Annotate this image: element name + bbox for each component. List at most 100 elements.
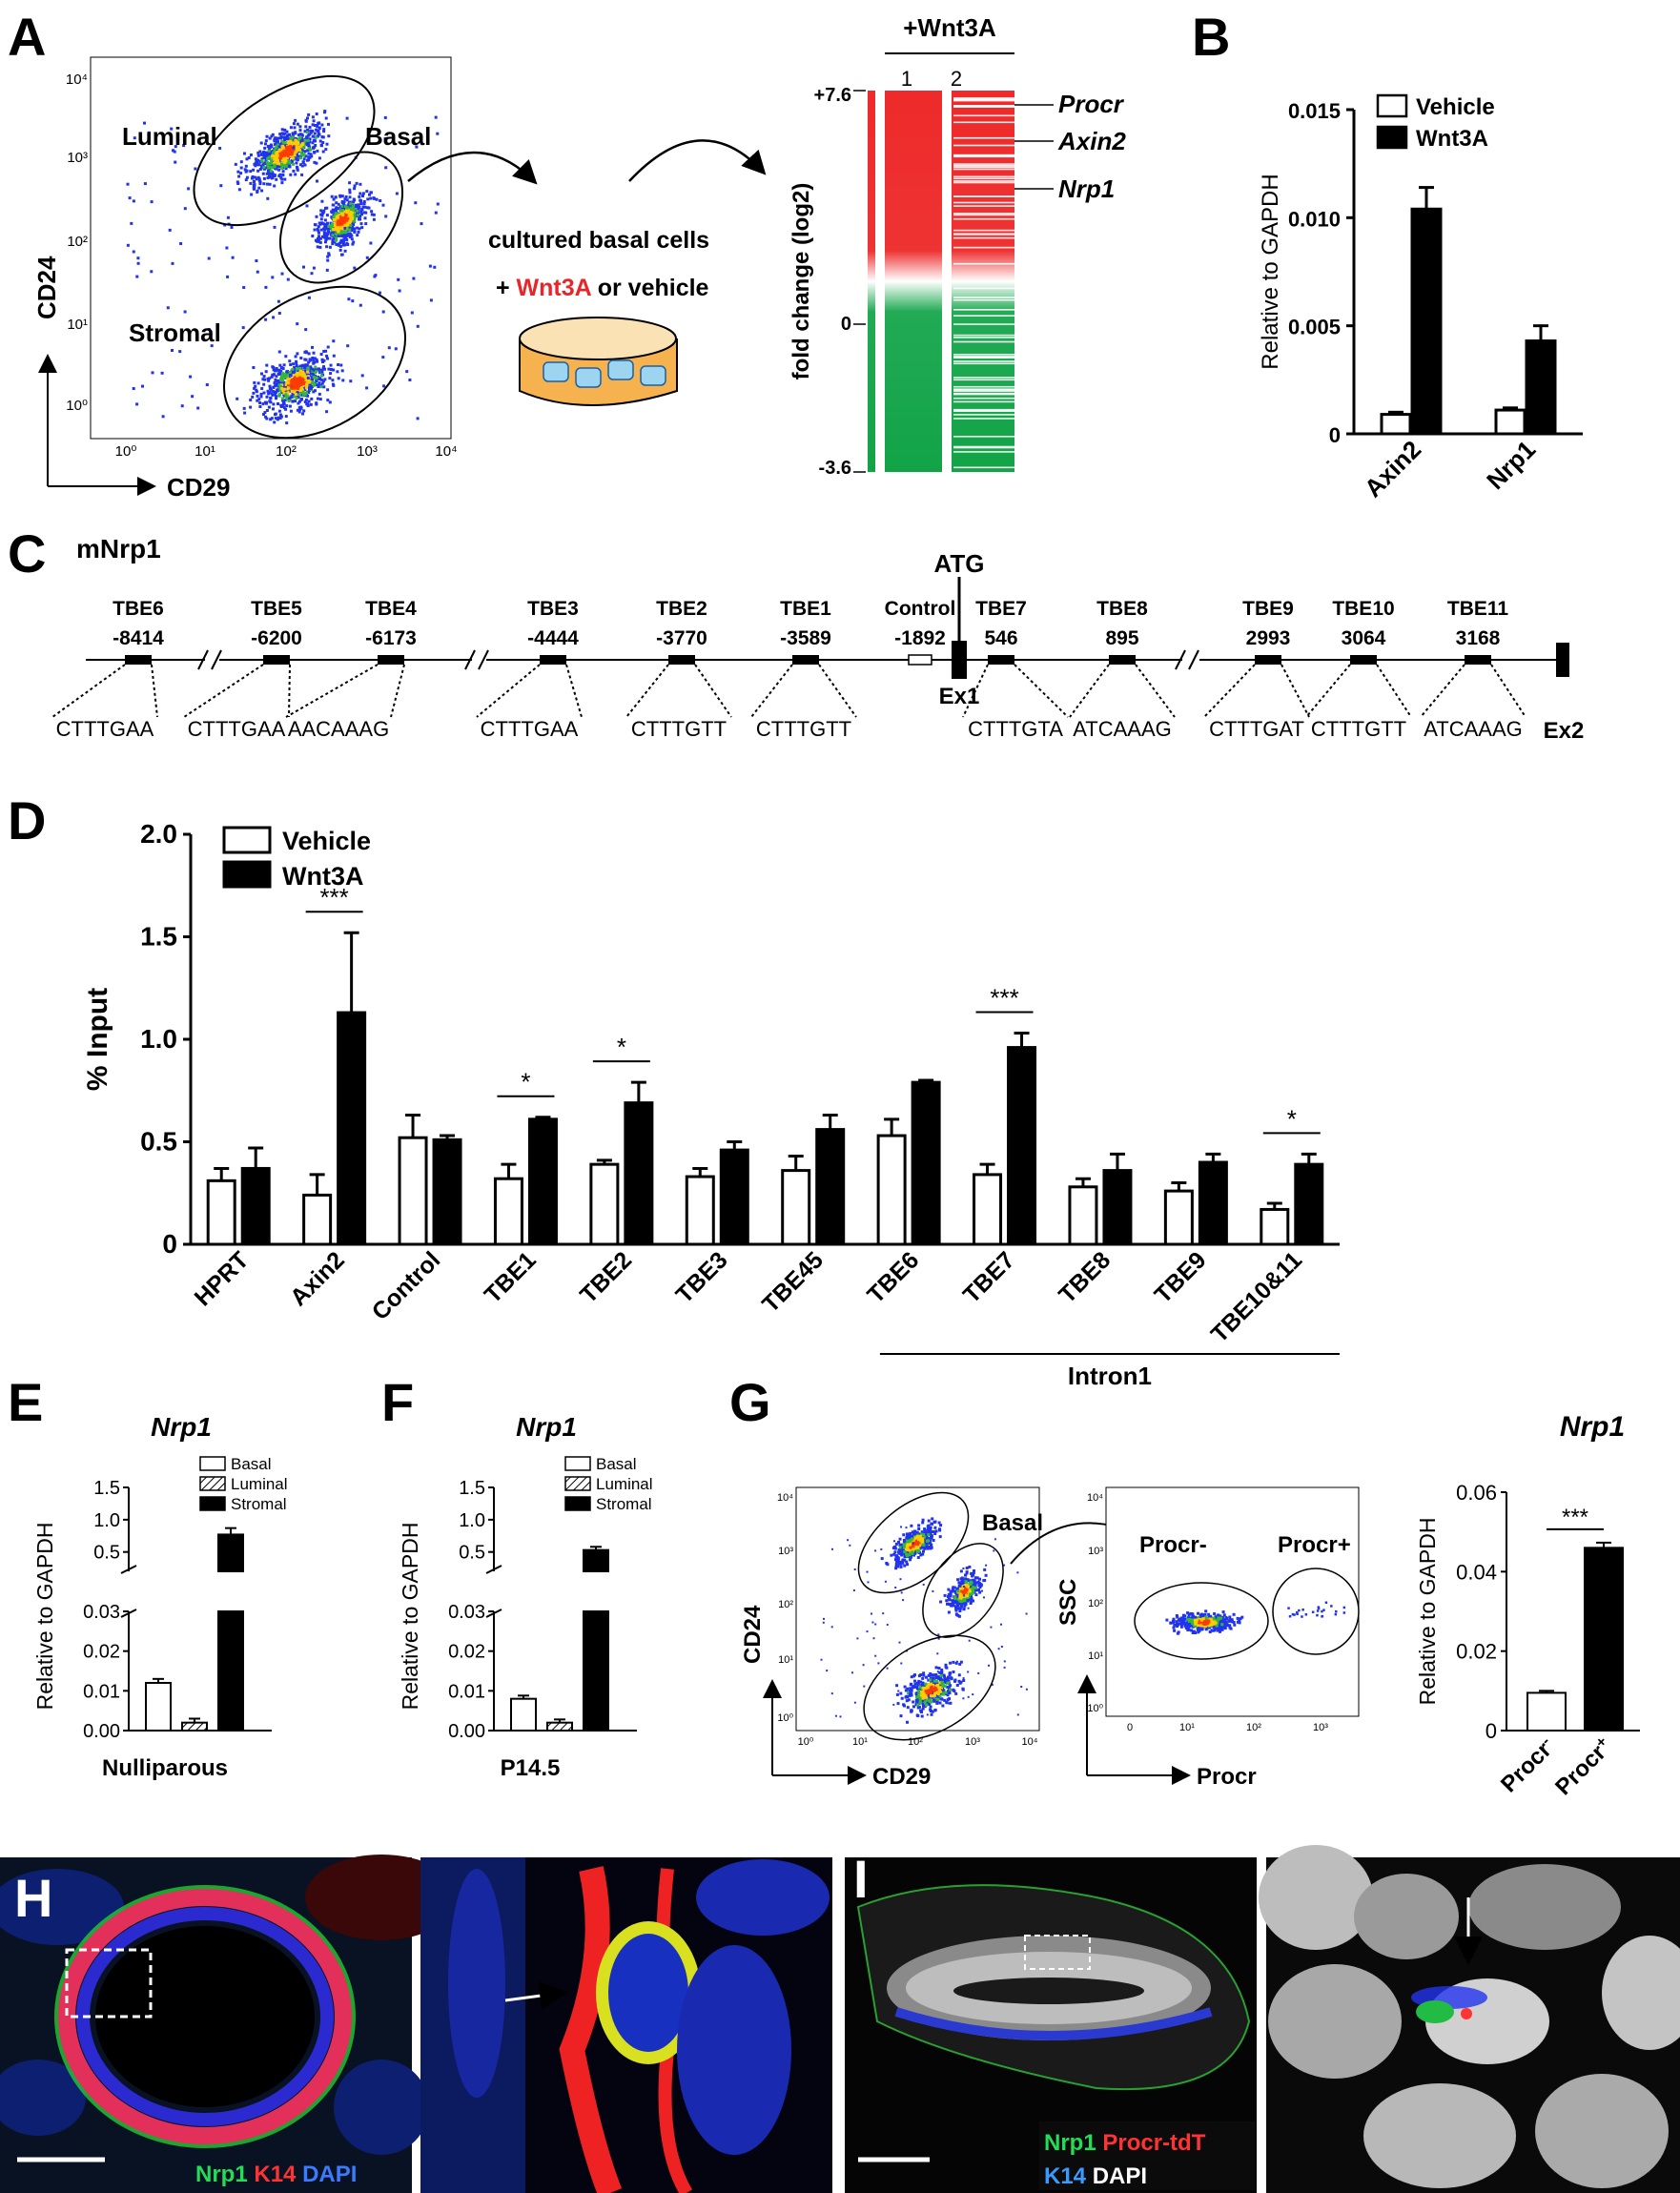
flow-dot — [904, 1689, 908, 1692]
flow-dot — [304, 154, 308, 158]
flow-dot — [348, 195, 352, 199]
flow-dot — [939, 1673, 943, 1677]
flow-dot — [929, 1698, 932, 1702]
flow-dot — [277, 402, 279, 405]
flow-dot — [907, 1537, 910, 1540]
c-sequence: AACAAAG — [288, 717, 389, 741]
flow-dot — [273, 160, 277, 164]
flow-dot — [1224, 1615, 1228, 1619]
flow-dot — [920, 1714, 924, 1718]
c-dotted — [962, 664, 989, 718]
flow-dot — [274, 412, 277, 416]
c-element-name: TBE3 — [527, 598, 579, 620]
c-element-name: TBE11 — [1447, 598, 1509, 620]
flow-dot — [277, 168, 281, 172]
flow-dot — [298, 373, 302, 377]
flow-dot — [317, 238, 320, 242]
flow-dot — [982, 1579, 986, 1583]
flow-dot — [283, 128, 287, 132]
flow-dot — [262, 413, 265, 417]
flow-plot-a: Luminal Basal Stromal 10⁴ 10³ 10² 10¹ 10… — [32, 56, 458, 502]
flow-dot — [281, 399, 284, 402]
flow-dot — [940, 1697, 944, 1701]
flow-dot — [307, 352, 311, 356]
g1-ytick-4: 10⁰ — [777, 1712, 793, 1724]
flow-dot — [912, 1674, 915, 1678]
flow-dot — [326, 388, 330, 392]
flow-dot — [194, 167, 197, 171]
flow-dot — [281, 402, 285, 406]
flow-dot — [930, 1700, 933, 1704]
g2-ytick-4: 10⁰ — [1087, 1703, 1103, 1714]
flow-dot — [1195, 1625, 1198, 1629]
flow-dot — [276, 148, 278, 152]
flow-dot — [337, 230, 340, 234]
flow-dot — [979, 1583, 983, 1587]
flow-dot — [384, 215, 388, 218]
flow-dot — [932, 1692, 936, 1696]
flow-dot — [294, 400, 297, 403]
flow-dot — [938, 1701, 942, 1705]
flow-dot — [939, 1678, 943, 1682]
flow-dot — [909, 1546, 912, 1549]
culture-dish — [519, 317, 678, 406]
flow-dot — [327, 367, 331, 371]
flow-dot — [901, 1545, 904, 1548]
flow-dot — [332, 218, 336, 222]
c-element-pos: -3589 — [780, 627, 831, 649]
flow-dot — [286, 394, 290, 398]
flow-dot — [288, 161, 292, 164]
flow-dot — [324, 240, 327, 244]
c-sequence: ATCAAAG — [1424, 717, 1523, 741]
flow-dot — [853, 1568, 856, 1570]
c-ex2: Ex2 — [1544, 718, 1585, 744]
legend-swatch — [564, 1496, 591, 1511]
flow-dot — [318, 236, 322, 240]
flow-dot — [331, 203, 335, 207]
flow-dot — [280, 397, 284, 400]
flow-dot — [954, 1691, 958, 1695]
flow-dot — [262, 150, 266, 154]
flow-dot — [348, 200, 352, 204]
flow-dot — [900, 1526, 902, 1528]
flow-dot — [325, 410, 329, 414]
flow-dot — [1224, 1623, 1228, 1626]
flow-dot — [1199, 1618, 1203, 1622]
flow-dot — [291, 148, 295, 152]
flow-dot — [895, 1554, 899, 1558]
bar-vehicle-TBE6 — [876, 1134, 907, 1246]
flow-dot — [909, 1534, 912, 1538]
flow-dot — [174, 160, 177, 164]
flow-dot — [288, 165, 292, 169]
flow-dot — [264, 415, 268, 419]
flow-dot — [1210, 1620, 1214, 1624]
flow-dot — [398, 289, 401, 293]
flow-dot — [300, 393, 304, 397]
flow-dot — [913, 1554, 915, 1557]
c-tbe-box — [1255, 655, 1281, 665]
sig-label: * — [617, 1033, 626, 1061]
flow-dot — [207, 256, 211, 260]
flow-dot — [823, 1617, 825, 1620]
flow-dot — [964, 1581, 968, 1585]
flow-dot — [945, 1599, 949, 1603]
flow-dot — [895, 1684, 899, 1688]
flow-dot — [1288, 1615, 1292, 1618]
flow-dot — [324, 349, 328, 353]
flow-dot — [293, 366, 297, 369]
heatmap-stripe — [953, 357, 1014, 359]
flow-dot — [913, 1682, 917, 1686]
flow-dot — [249, 405, 253, 409]
flow-dot — [306, 128, 310, 132]
heatmap-stripe — [953, 287, 1014, 290]
flow-dot — [270, 388, 274, 392]
bar-wnt3a-HPRT — [240, 1166, 271, 1246]
flow-dot — [932, 1530, 935, 1533]
flow-dot — [161, 415, 165, 419]
flow-dot — [278, 392, 282, 396]
flow-dot — [972, 1599, 974, 1603]
flow-dot — [300, 173, 304, 176]
flow-dot — [905, 1699, 909, 1703]
flow-dot — [252, 366, 256, 369]
flow-dot — [323, 222, 327, 226]
